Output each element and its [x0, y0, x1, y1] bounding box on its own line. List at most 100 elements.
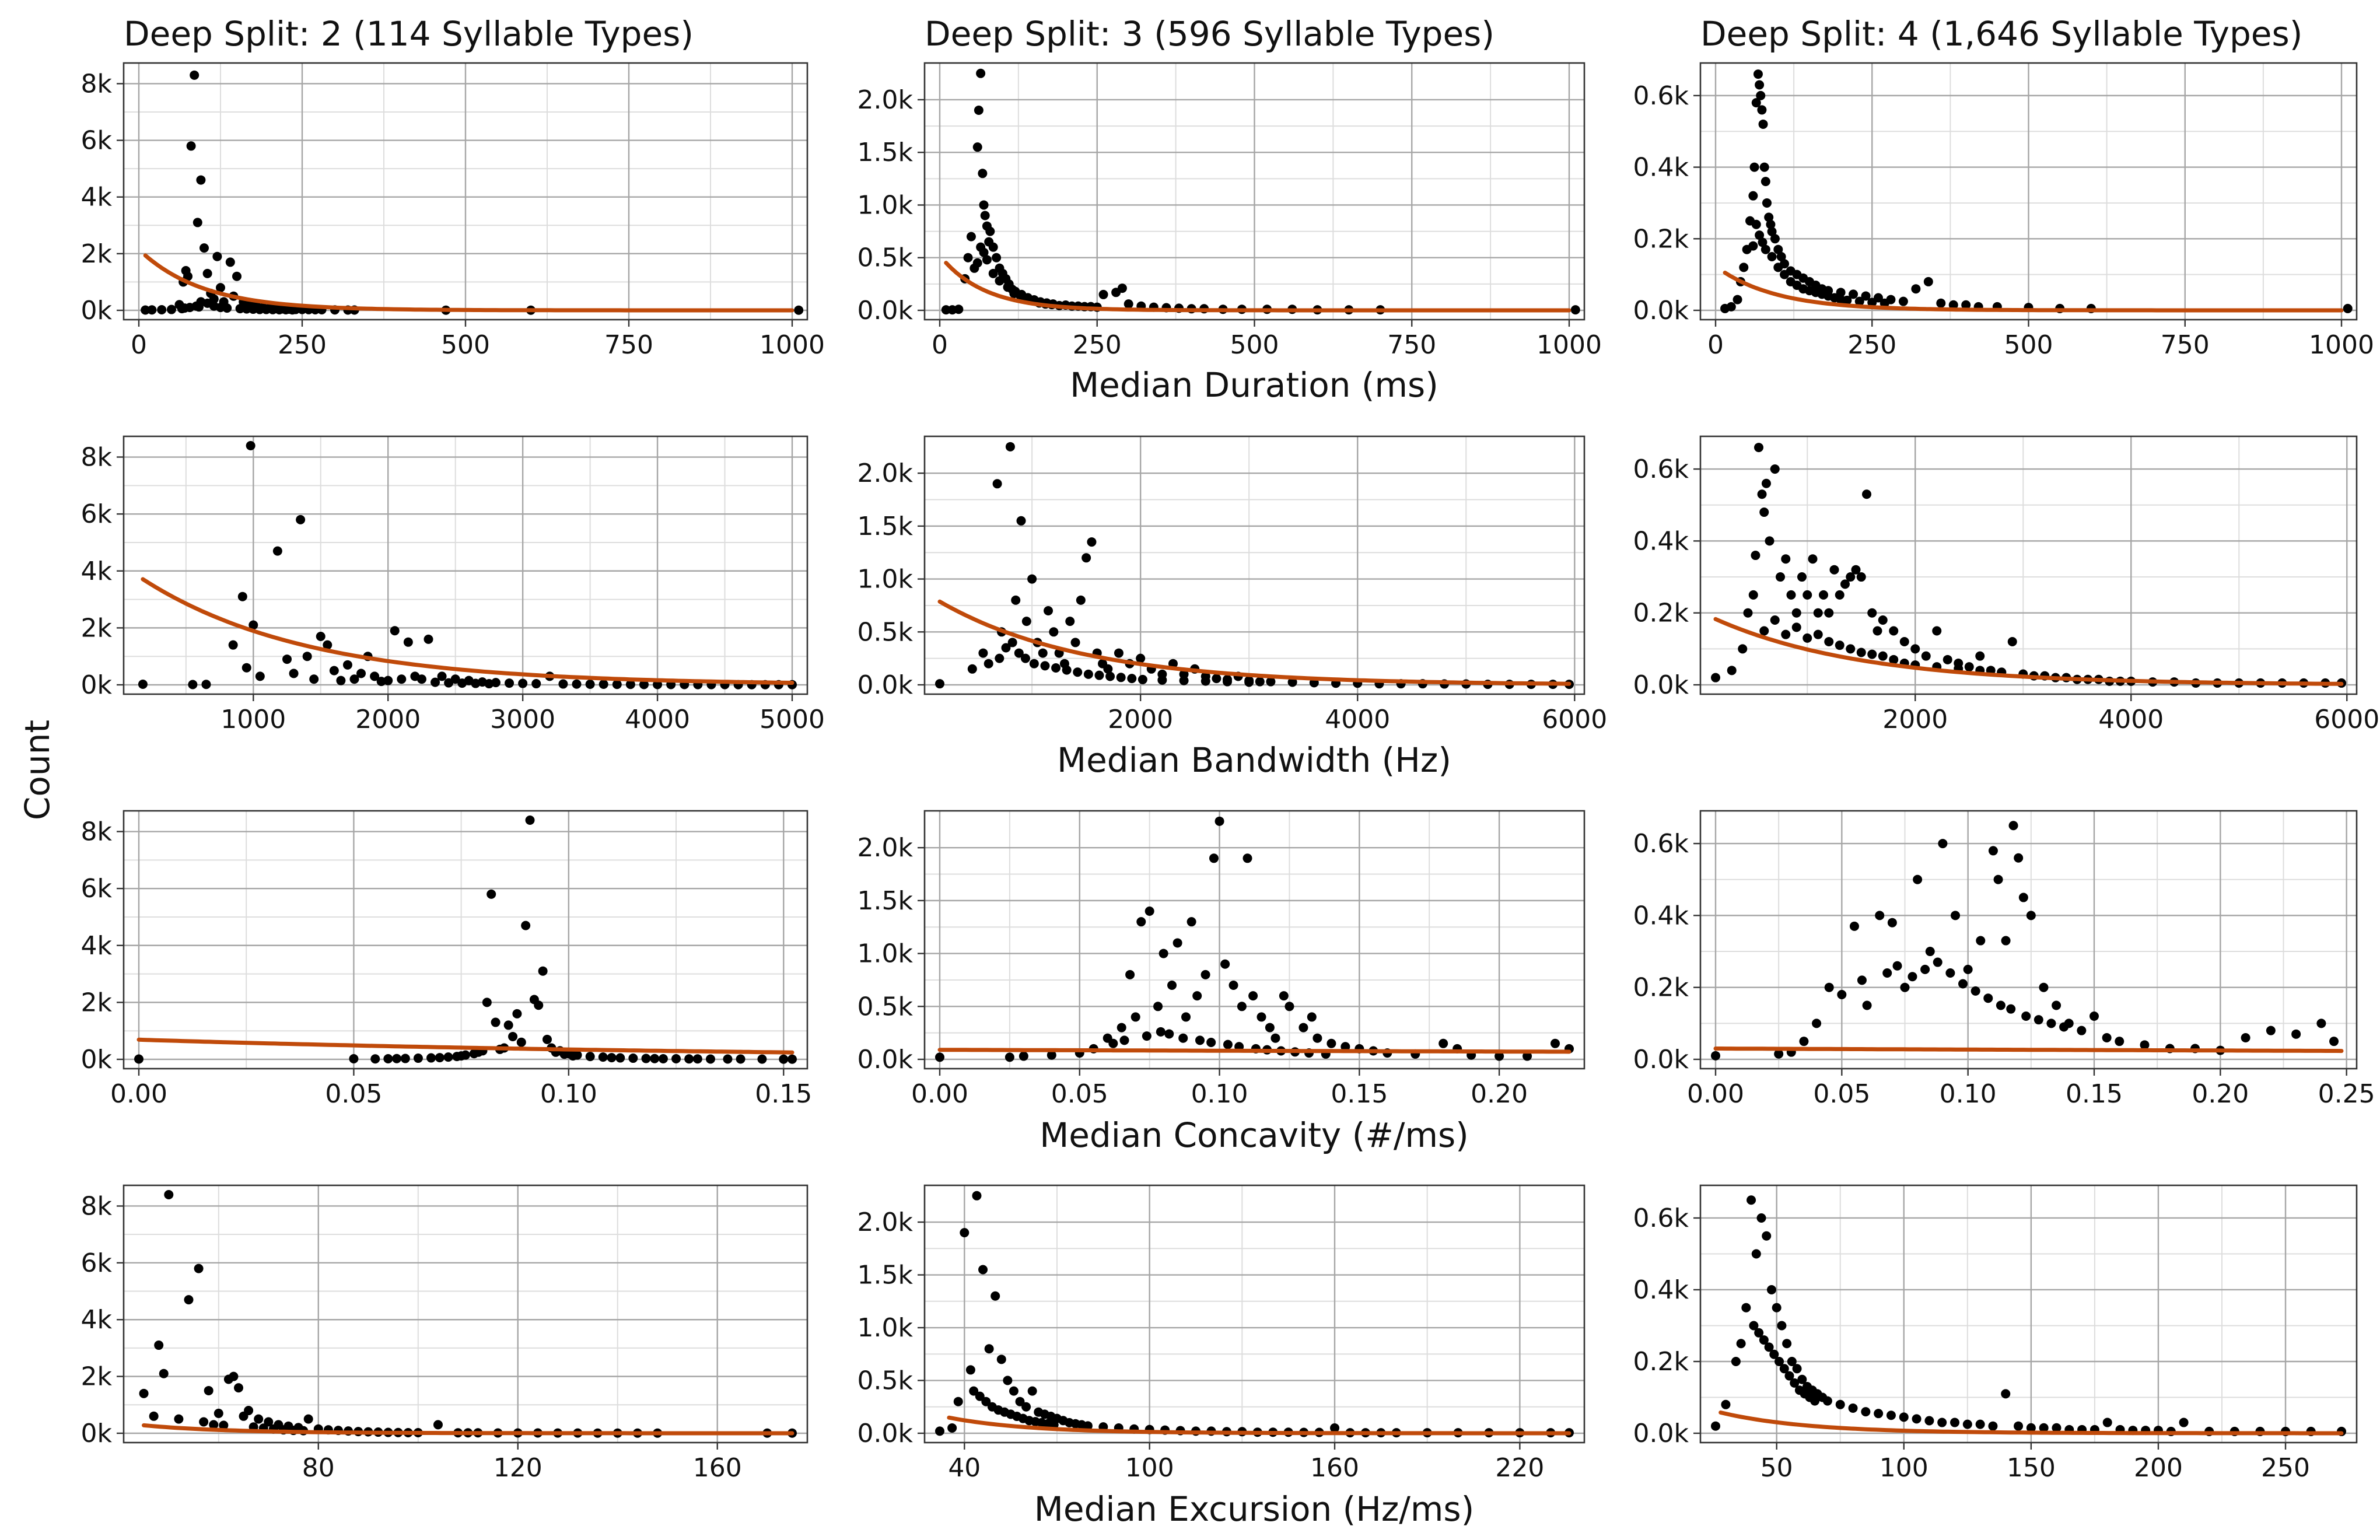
data-point — [788, 1054, 797, 1064]
data-point — [1255, 677, 1265, 687]
data-point — [190, 70, 200, 80]
data-point — [1759, 162, 1769, 172]
data-point — [628, 1054, 638, 1063]
data-point — [1307, 1012, 1317, 1022]
data-point — [1244, 677, 1254, 687]
data-point — [2046, 1019, 2056, 1028]
data-point — [1144, 907, 1154, 916]
data-point — [612, 680, 622, 690]
data-point — [1019, 1051, 1028, 1061]
x-tick-label: 4000 — [1325, 705, 1390, 734]
data-point — [585, 680, 595, 690]
plot-area — [1711, 443, 2346, 688]
data-point — [650, 1054, 660, 1063]
data-point — [1223, 1040, 1233, 1049]
data-point — [1849, 921, 1859, 931]
plot-area — [141, 70, 804, 315]
data-point — [2034, 1015, 2043, 1025]
data-point — [1812, 1019, 1822, 1028]
data-point — [167, 304, 176, 314]
data-point — [1748, 590, 1758, 600]
data-point — [1846, 572, 1856, 582]
data-point — [264, 1417, 274, 1427]
data-point — [1777, 1321, 1787, 1331]
data-point — [370, 671, 380, 681]
data-point — [992, 253, 1002, 262]
data-point — [288, 305, 298, 315]
y-tick-label: 0.2k — [1633, 224, 1689, 254]
x-tick-label: 160 — [693, 1453, 742, 1483]
y-tick-label: 2.0k — [858, 1208, 914, 1237]
data-point — [967, 664, 977, 674]
data-point — [1799, 1037, 1809, 1046]
data-point — [1142, 1031, 1152, 1041]
panel-r1-c1: 2000 4000 6000 0.0k 0.5k 1.0k 1.5k 2.0k — [858, 435, 1607, 734]
plot-area — [139, 1190, 797, 1438]
data-point — [2007, 637, 2017, 647]
data-point — [444, 678, 454, 688]
data-point — [1116, 673, 1126, 682]
data-point — [403, 637, 413, 647]
data-point — [1248, 991, 1258, 1001]
x-tick-label: 150 — [2007, 1453, 2056, 1483]
data-point — [1242, 853, 1252, 863]
data-point — [1720, 303, 1730, 313]
x-tick-label: 0.00 — [911, 1079, 968, 1109]
data-point — [1861, 291, 1871, 301]
x-tick-label: 2000 — [1108, 705, 1173, 734]
data-point — [1938, 839, 1948, 849]
data-point — [1924, 1416, 1934, 1426]
data-point — [1911, 284, 1921, 294]
y-tick-label: 1.5k — [858, 1261, 914, 1290]
data-point — [963, 253, 973, 262]
y-tick-label: 6k — [81, 1248, 113, 1278]
data-point — [1873, 626, 1882, 636]
data-point — [184, 1295, 194, 1305]
data-point — [1748, 191, 1758, 201]
data-point — [1964, 662, 1974, 672]
data-point — [242, 304, 251, 314]
data-point — [1824, 982, 1834, 992]
y-tick-label: 2k — [81, 613, 113, 643]
data-point — [2014, 1421, 2024, 1431]
data-point — [1009, 1386, 1019, 1396]
data-point — [531, 679, 541, 689]
data-point — [316, 632, 326, 642]
data-point — [200, 243, 209, 253]
data-point — [505, 678, 514, 688]
data-point — [641, 1054, 651, 1063]
data-point — [972, 142, 982, 152]
y-tick-label: 0.6k — [1633, 829, 1689, 859]
data-point — [2026, 1423, 2036, 1433]
data-point — [1138, 674, 1147, 684]
data-point — [1749, 1321, 1759, 1331]
data-point — [177, 304, 187, 314]
data-point — [1835, 1399, 1845, 1409]
y-tick-label: 0.2k — [1633, 598, 1689, 628]
y-tick-label: 0.0k — [858, 296, 914, 326]
data-point — [1950, 1418, 1960, 1427]
data-point — [935, 679, 944, 689]
y-tick-label: 0.4k — [1633, 901, 1689, 930]
data-point — [1842, 295, 1852, 305]
data-point — [1751, 1249, 1761, 1259]
data-point — [1065, 617, 1075, 626]
data-point — [433, 1420, 443, 1430]
y-tick-label: 2.0k — [858, 85, 914, 115]
data-point — [413, 1054, 423, 1063]
data-point — [1550, 1038, 1560, 1048]
data-point — [1021, 1402, 1031, 1412]
data-point — [1889, 626, 1899, 636]
panel-frame — [123, 810, 808, 1070]
data-point — [995, 653, 1005, 663]
data-point — [183, 271, 192, 281]
data-point — [1996, 1000, 2006, 1010]
data-point — [138, 680, 148, 690]
data-point — [1782, 1339, 1792, 1349]
y-tick-label: 8k — [81, 1191, 113, 1221]
data-point — [1773, 244, 1783, 254]
data-point — [1961, 300, 1971, 310]
data-point — [1438, 1038, 1448, 1048]
x-tick-label: 500 — [1230, 330, 1279, 360]
data-point — [1136, 917, 1146, 927]
